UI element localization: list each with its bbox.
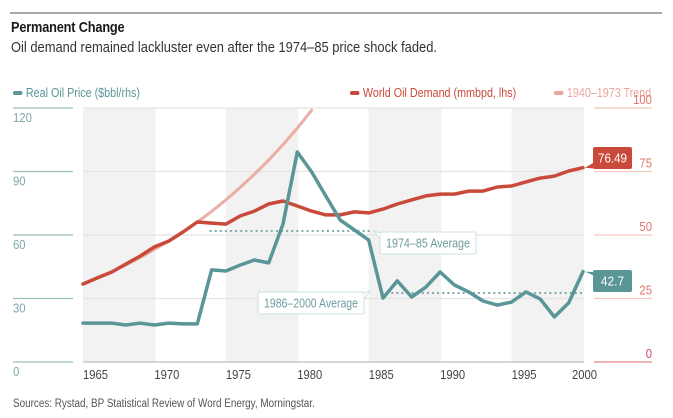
- source-note: Sources: Rystad, BP Statistical Review o…: [13, 398, 315, 410]
- top-rule: [10, 12, 662, 14]
- demand-end-callout: 76.49: [585, 147, 632, 169]
- legend-item-trend: 1940–1973 Trend: [554, 86, 651, 100]
- x-axis-tick-label: 1975: [226, 367, 251, 382]
- x-axis-tick-label: 2000: [572, 367, 597, 382]
- average-lines: 1974–85 Average 1986–2000 Average: [209, 229, 587, 315]
- x-axis-tick-label: 1980: [297, 367, 322, 382]
- average-label: 1986–2000 Average: [257, 290, 372, 315]
- left-axis-tick-label: 60: [13, 237, 26, 252]
- x-axis-tick-label: 1995: [512, 367, 537, 382]
- chart-subtitle: Oil demand remained lackluster even afte…: [11, 39, 437, 56]
- average-label: 1974–85 Average: [372, 230, 477, 255]
- x-axis-tick-label: 1990: [440, 367, 465, 382]
- legend-label-trend: 1940–1973 Trend: [566, 86, 652, 100]
- price-end-callout: 42.7: [585, 270, 632, 292]
- average-label-pointer: [363, 290, 372, 300]
- legend-swatch-trend: [554, 90, 564, 95]
- series-lines: [81, 108, 585, 327]
- right-axis-tick-label: 100: [633, 92, 652, 107]
- legend-label-price: Real Oil Price ($bbl/rhs): [25, 86, 141, 100]
- average-label-box: [379, 231, 477, 255]
- callout-value: 42.7: [601, 274, 624, 289]
- right-axis-tick-label: 0: [646, 346, 652, 361]
- right-axis-tick-label: 25: [639, 283, 652, 298]
- callout-pointer: [585, 271, 599, 278]
- axes: 0 30 60 90 120 0 25 50 75 100 1965 1970 1975 1980 1985…: [13, 92, 652, 382]
- left-axis-tick-label: 90: [13, 174, 26, 189]
- right-axis-tick-label: 50: [639, 219, 652, 234]
- callout-pointer: [585, 163, 599, 169]
- average-label-box: [257, 291, 365, 315]
- left-axis-tick-label: 120: [13, 110, 32, 125]
- price-line: [81, 150, 585, 327]
- callout-box: [593, 147, 632, 169]
- average-label-text: 1986–2000 Average: [264, 296, 358, 311]
- x-axis-tick-label: 1985: [369, 367, 394, 382]
- right-axis-tick-label: 75: [639, 156, 652, 171]
- demand-line: [81, 165, 585, 286]
- legend-swatch-price: [13, 90, 23, 95]
- callout-value: 76.49: [598, 151, 627, 166]
- left-axis-tick-label: 30: [13, 301, 26, 316]
- callout-box: [593, 270, 632, 292]
- callouts: 76.49 42.7: [585, 147, 632, 292]
- left-axis-tick-label: 0: [13, 364, 19, 379]
- legend-item-price: Real Oil Price ($bbl/rhs): [13, 86, 140, 100]
- gridlines: [83, 107, 584, 300]
- legend-swatch-demand: [350, 90, 360, 95]
- x-axis-tick-label: 1965: [83, 367, 108, 382]
- legend-label-demand: World Oil Demand (mmbpd, lhs): [362, 86, 517, 100]
- average-label-text: 1974–85 Average: [386, 236, 470, 251]
- x-axis-tick-label: 1970: [154, 367, 179, 382]
- average-label-pointer: [372, 230, 381, 240]
- chart-title: Permanent Change: [11, 19, 125, 36]
- legend-item-demand: World Oil Demand (mmbpd, lhs): [350, 86, 516, 100]
